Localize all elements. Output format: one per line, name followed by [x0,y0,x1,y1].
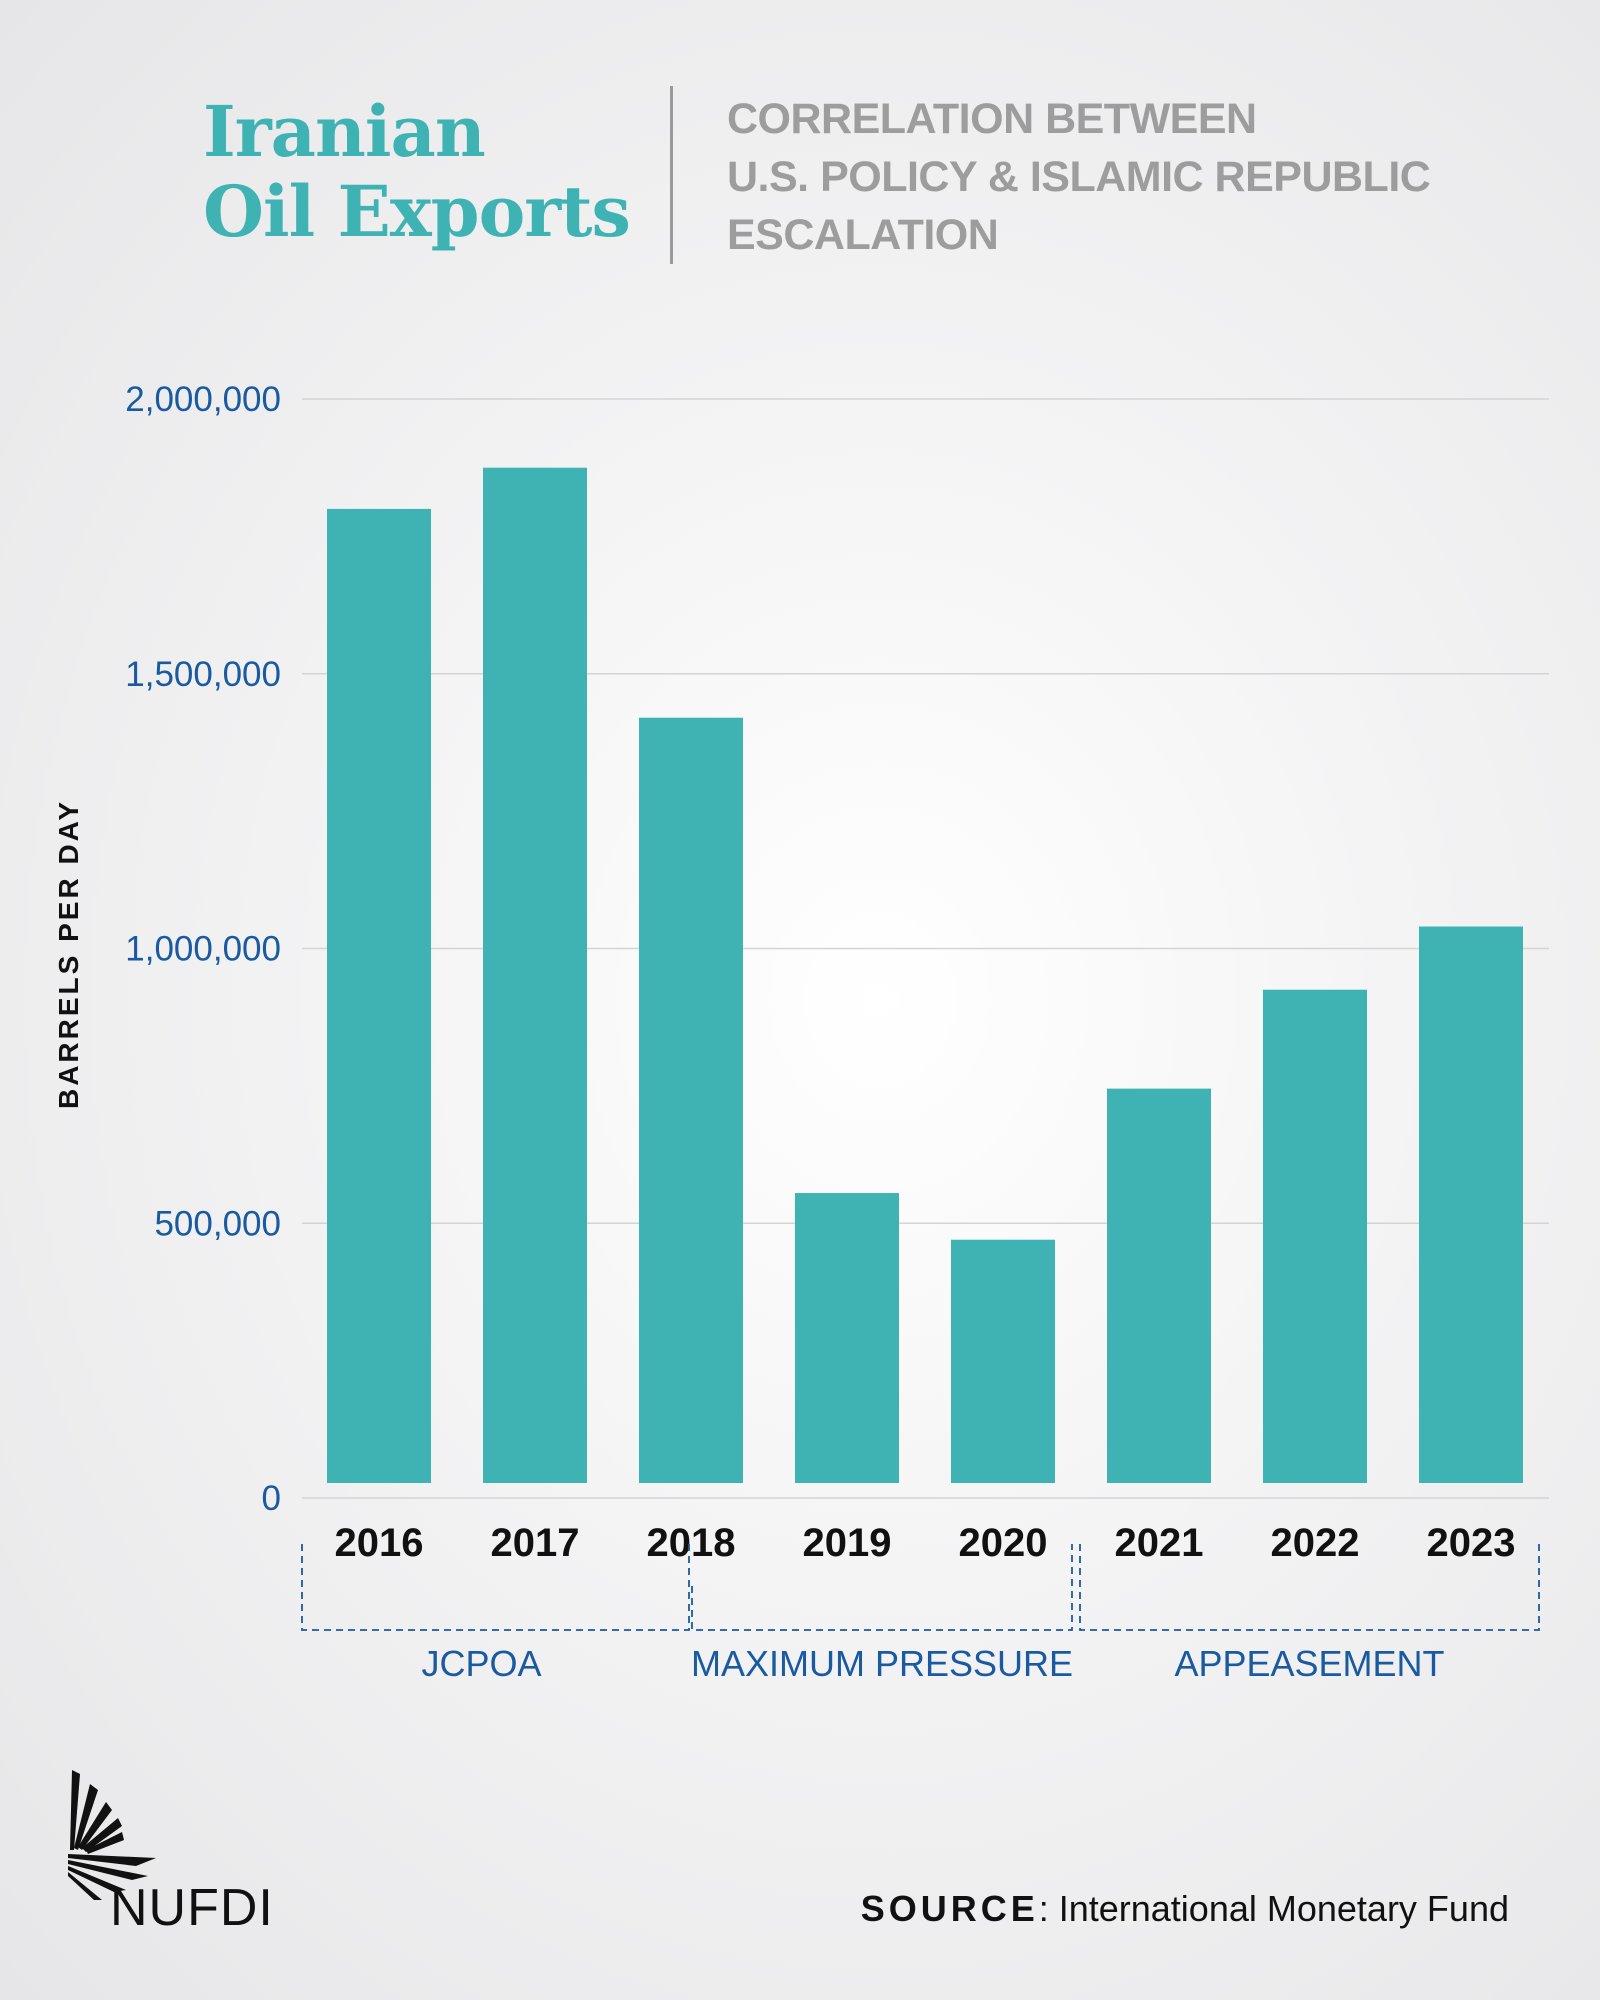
x-tick-label: 2019 [803,1521,892,1565]
logo-mark-icon [68,1770,156,1900]
bar-2020 [951,1239,1055,1483]
x-tick-label: 2016 [335,1521,424,1565]
bar-2022 [1263,989,1367,1483]
subtitle-line: CORRELATION BETWEEN [727,95,1257,143]
chart-subtitle: CORRELATION BETWEEN U.S. POLICY & ISLAMI… [727,90,1431,264]
bar-2019 [795,1193,899,1483]
title-line: Iranian [203,90,486,173]
y-tick-label: 2,000,000 [125,380,281,419]
group-label: JCPOA [421,1643,541,1684]
x-tick-label: 2021 [1115,1521,1204,1565]
bar-2021 [1107,1088,1211,1483]
y-tick-label: 1,500,000 [125,655,281,694]
group-bracket [691,1544,1073,1631]
group-label: APPEASEMENT [1174,1643,1444,1684]
title-line: Oil Exports [203,170,631,253]
source-text: : International Monetary Fund [1038,1888,1509,1929]
subtitle-line: ESCALATION [727,211,999,259]
logo-text: NUFDI [110,1879,274,1937]
x-tick-label: 2018 [647,1521,736,1565]
x-tick-label: 2022 [1271,1521,1360,1565]
group-label: MAXIMUM PRESSURE [691,1643,1073,1684]
subtitle-line: U.S. POLICY & ISLAMIC REPUBLIC [727,153,1431,201]
group-bracket [301,1544,690,1631]
x-tick-label: 2020 [959,1521,1048,1565]
y-tick-label: 0 [262,1479,281,1518]
header-divider [670,86,673,264]
y-tick-label: 1,000,000 [125,930,281,969]
x-tick-label: 2023 [1427,1521,1516,1565]
bar-2016 [327,508,431,1483]
source-label: SOURCE [860,1888,1039,1929]
chart-title: Iranian Oil Exports [203,90,631,253]
y-tick-label: 500,000 [154,1204,281,1243]
bar-2017 [483,467,587,1483]
bar-2023 [1419,926,1523,1483]
bar-2018 [639,717,743,1483]
source-note: SOURCE: International Monetary Fund [861,1888,1509,1930]
group-bracket [1079,1544,1540,1631]
x-tick-label: 2017 [491,1521,580,1565]
